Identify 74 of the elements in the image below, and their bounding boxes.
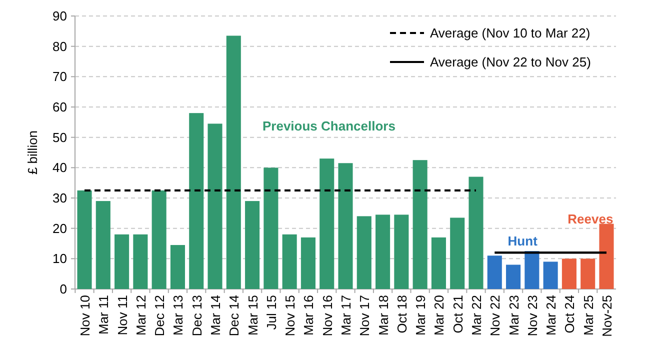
x-tick-label: Mar 23 xyxy=(506,295,522,336)
bar xyxy=(580,258,596,289)
x-tick-label: Mar 16 xyxy=(301,295,316,336)
x-tick-label: Nov 10 xyxy=(78,295,93,336)
bar xyxy=(338,163,353,289)
bar xyxy=(562,258,576,289)
y-axis-title: £ billion xyxy=(25,130,40,175)
bar xyxy=(300,237,316,289)
x-tick-label: Mar 11 xyxy=(96,295,112,334)
bar xyxy=(412,160,428,289)
bar xyxy=(189,113,204,289)
y-tick-label: 80 xyxy=(52,38,67,54)
bar xyxy=(450,218,465,289)
bar xyxy=(152,190,166,289)
y-tick-label: 60 xyxy=(52,100,67,115)
bar xyxy=(133,234,148,289)
y-tick-label: 10 xyxy=(52,251,67,266)
y-tick-label: 20 xyxy=(52,220,67,236)
bar xyxy=(431,237,446,289)
y-tick-label: 30 xyxy=(52,190,67,206)
x-tick-label: Nov 22 xyxy=(488,295,503,336)
x-tick-label: Nov 16 xyxy=(320,295,335,336)
bar xyxy=(96,201,110,289)
x-tick-label: Mar 25 xyxy=(580,295,596,336)
x-tick-label: Nov 23 xyxy=(524,295,540,336)
bar xyxy=(356,216,372,289)
annotation: Reeves xyxy=(568,211,614,226)
bar xyxy=(487,256,502,289)
bar xyxy=(506,264,521,289)
bar xyxy=(599,224,614,289)
x-tick-label: Mar 18 xyxy=(376,295,391,336)
x-tick-label: Dec 14 xyxy=(226,295,242,336)
x-tick-label: Dec 12 xyxy=(152,295,168,336)
x-tick-label: Mar 13 xyxy=(170,295,186,336)
x-tick-label: Nov 11 xyxy=(114,295,130,336)
x-tick-label: Mar 15 xyxy=(245,295,260,336)
annotation: Previous Chancellors xyxy=(262,118,396,134)
bar xyxy=(226,36,241,289)
x-tick-label: Oct 24 xyxy=(562,295,578,334)
legend-label: Average (Nov 10 to Mar 22) xyxy=(430,26,590,41)
legend-label: Average (Nov 22 to Nov 25) xyxy=(430,54,591,70)
y-tick-label: 40 xyxy=(52,160,67,176)
bar xyxy=(77,190,92,289)
x-tick-label: Mar 20 xyxy=(432,295,447,336)
bar xyxy=(376,214,390,289)
bar xyxy=(170,245,185,289)
x-tick-label: Nov-25 xyxy=(599,295,614,337)
x-tick-label: Mar 12 xyxy=(133,295,148,336)
x-tick-label: Nov 17 xyxy=(357,295,372,336)
x-tick-label: Mar 22 xyxy=(468,295,484,336)
x-tick-label: Mar 24 xyxy=(544,295,559,336)
x-tick-label: Dec 13 xyxy=(189,295,204,336)
y-tick-label: 0 xyxy=(60,282,67,297)
bar xyxy=(524,251,540,289)
bar xyxy=(264,168,278,289)
x-tick-label: Mar 19 xyxy=(413,295,428,336)
bar xyxy=(320,158,334,289)
bar xyxy=(245,201,260,289)
bar xyxy=(114,234,130,289)
x-tick-label: Jul 15 xyxy=(264,295,279,330)
x-tick-label: Mar 17 xyxy=(338,295,354,336)
bar xyxy=(543,262,558,289)
y-tick-label: 90 xyxy=(52,8,67,24)
x-tick-label: Nov 15 xyxy=(282,295,298,336)
x-tick-label: Mar 14 xyxy=(208,295,224,336)
y-tick-label: 70 xyxy=(52,69,67,84)
bar xyxy=(208,124,222,289)
bar xyxy=(282,234,297,289)
bar xyxy=(394,214,409,289)
x-tick-label: Oct 18 xyxy=(394,295,410,334)
x-tick-label: Oct 21 xyxy=(450,295,466,334)
y-tick-label: 50 xyxy=(52,130,67,145)
bar xyxy=(468,176,484,289)
annotation: Hunt xyxy=(508,233,538,248)
